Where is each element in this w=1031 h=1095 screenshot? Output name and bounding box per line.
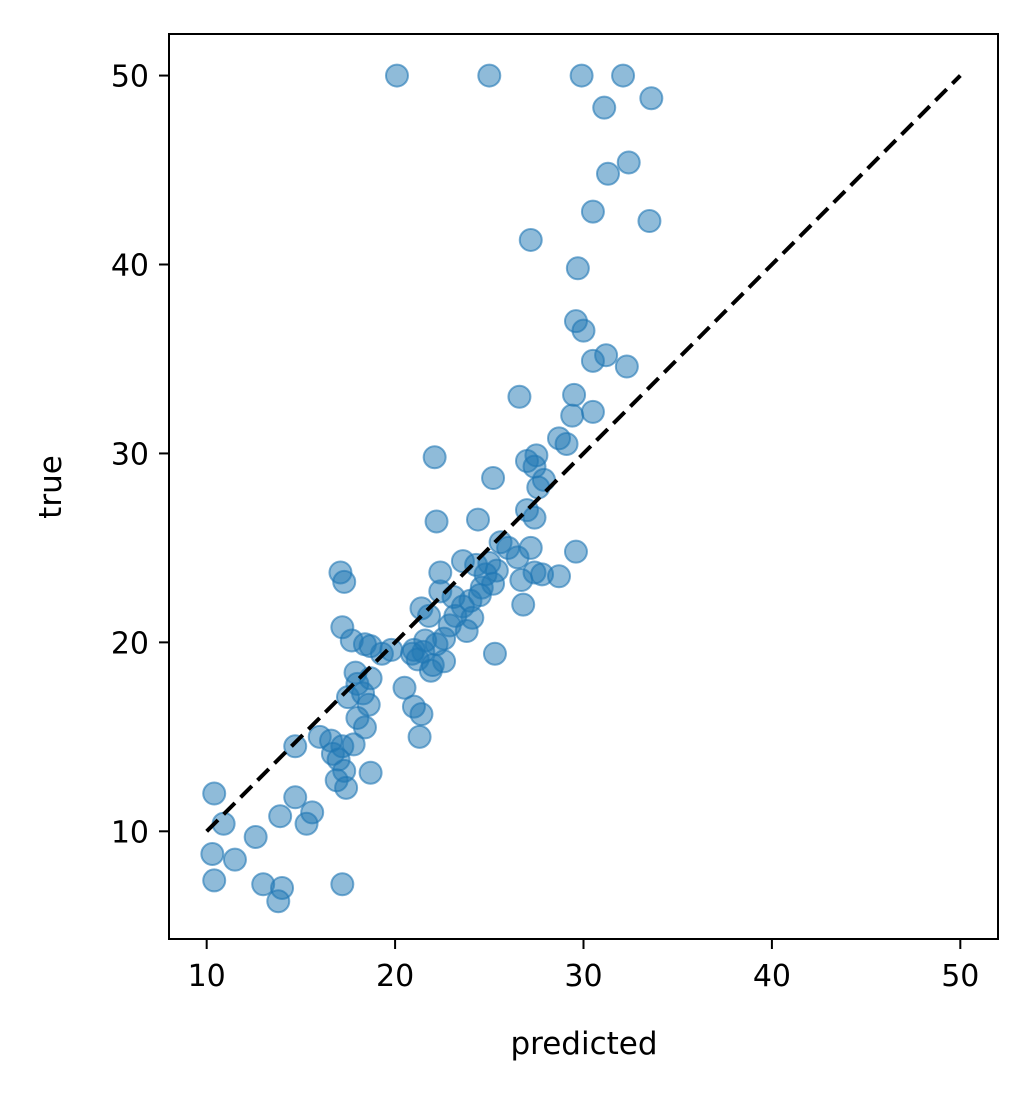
y-tick-label: 20 (111, 626, 149, 661)
data-point (614, 354, 639, 379)
data-point (454, 619, 479, 644)
data-point (330, 615, 355, 640)
data-point (392, 675, 417, 700)
data-point (407, 724, 432, 749)
data-point (283, 734, 308, 759)
data-point (384, 63, 409, 88)
data-point (511, 592, 536, 617)
data-point (417, 603, 442, 628)
data-point (569, 63, 594, 88)
data-point (330, 872, 355, 897)
data-point (266, 889, 291, 914)
data-point (465, 507, 490, 532)
data-point (595, 161, 620, 186)
data-point (522, 505, 547, 530)
data-point (571, 318, 596, 343)
data-point (294, 811, 319, 836)
data-point (243, 824, 268, 849)
data-point (202, 781, 227, 806)
data-point (334, 775, 359, 800)
reference-line (205, 74, 962, 833)
x-tick-label: 10 (188, 959, 226, 994)
data-point (547, 564, 572, 589)
data-point (358, 760, 383, 785)
x-axis-label: predicted (510, 1026, 657, 1062)
data-point (268, 804, 293, 829)
data-point (637, 209, 662, 234)
data-point (562, 382, 587, 407)
data-point (526, 475, 551, 500)
data-point (202, 868, 227, 893)
data-point (592, 95, 617, 120)
data-point (283, 785, 308, 810)
data-point (509, 568, 534, 593)
data-point (507, 384, 532, 409)
data-point (341, 732, 366, 757)
y-tick-label: 50 (111, 60, 149, 95)
data-point (611, 63, 636, 88)
data-point (422, 445, 447, 470)
data-point (563, 539, 588, 564)
data-point (639, 86, 664, 111)
x-tick-label: 40 (753, 959, 791, 994)
data-point (616, 150, 641, 175)
data-point (200, 841, 225, 866)
data-point (580, 199, 605, 224)
x-axis: 10 20 30 40 50 (188, 939, 979, 994)
data-point (409, 702, 434, 727)
data-point (505, 545, 530, 570)
y-tick-label: 40 (111, 249, 149, 284)
data-point (352, 715, 377, 740)
data-point (477, 63, 502, 88)
data-point (420, 653, 445, 678)
x-tick-label: 20 (376, 959, 414, 994)
data-point (482, 641, 507, 666)
y-axis-label: true (33, 455, 69, 519)
data-point (560, 403, 585, 428)
data-point (481, 465, 506, 490)
y-axis: 10 20 30 40 50 (111, 60, 169, 850)
data-point (565, 256, 590, 281)
data-point (222, 847, 247, 872)
x-tick-label: 50 (941, 959, 979, 994)
y-tick-label: 30 (111, 437, 149, 472)
data-point (580, 399, 605, 424)
data-point (518, 227, 543, 252)
scatter-points (200, 63, 664, 914)
data-point (554, 431, 579, 456)
data-point (580, 348, 605, 373)
data-point (424, 509, 449, 534)
data-point (332, 569, 357, 594)
y-tick-label: 10 (111, 815, 149, 850)
x-tick-label: 30 (564, 959, 602, 994)
